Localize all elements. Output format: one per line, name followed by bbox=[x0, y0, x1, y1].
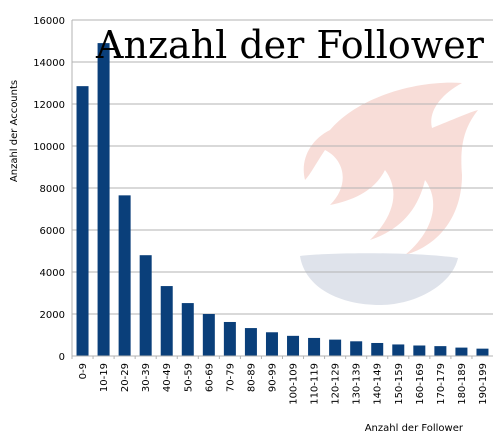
bar-30-39 bbox=[139, 255, 152, 356]
x-tick-label: 110-119 bbox=[310, 363, 321, 405]
gridlines bbox=[72, 19, 493, 357]
bar-70-79 bbox=[223, 321, 236, 356]
x-tick-label: 100-109 bbox=[289, 363, 300, 405]
y-tick-label: 16000 bbox=[33, 16, 65, 27]
x-tick-label: 150-159 bbox=[394, 363, 405, 405]
x-tick-labels: 0-9 10-19 20-29 30-39 40-49 50-59 60-69 70-79 80… bbox=[71, 356, 489, 405]
bar-130-139 bbox=[350, 341, 363, 356]
x-tick-label: 30-39 bbox=[141, 363, 152, 392]
bars bbox=[76, 43, 489, 357]
y-tick-label: 4000 bbox=[40, 268, 65, 279]
y-tick-label: 8000 bbox=[40, 184, 65, 195]
bar-90-99 bbox=[265, 332, 278, 356]
bar-10-19 bbox=[97, 43, 110, 356]
x-tick-label: 70-79 bbox=[225, 363, 236, 392]
bar-190-199 bbox=[476, 348, 489, 356]
x-tick-label: 90-99 bbox=[267, 363, 278, 392]
bar-20-29 bbox=[118, 195, 131, 356]
x-tick-label: 20-29 bbox=[120, 363, 131, 392]
bar-80-89 bbox=[244, 328, 257, 356]
x-tick-label: 10-19 bbox=[99, 363, 110, 392]
x-tick-label: 190-199 bbox=[478, 363, 489, 405]
x-tick-label: 130-139 bbox=[352, 363, 363, 405]
bar-150-159 bbox=[392, 344, 405, 356]
bar-140-149 bbox=[371, 342, 384, 356]
y-tick-label: 12000 bbox=[33, 100, 65, 111]
y-tick-label: 6000 bbox=[40, 226, 65, 237]
y-tick-labels: 0 2000 4000 6000 8000 10000 12000 14000 16000 bbox=[33, 16, 65, 363]
x-tick-label: 160-169 bbox=[415, 363, 426, 405]
bar-120-129 bbox=[329, 339, 342, 356]
bar-40-49 bbox=[160, 286, 173, 356]
y-tick-label: 14000 bbox=[33, 58, 65, 69]
x-tick-label: 140-149 bbox=[373, 363, 384, 405]
bar-180-189 bbox=[455, 347, 468, 356]
bar-110-119 bbox=[308, 337, 321, 356]
y-axis-title: Anzahl der Accounts bbox=[9, 80, 20, 182]
bar-100-109 bbox=[287, 335, 300, 356]
bar-170-179 bbox=[434, 346, 447, 356]
x-axis-title: Anzahl der Follower bbox=[365, 423, 464, 434]
y-tick-label: 2000 bbox=[40, 310, 65, 321]
x-tick-label: 120-129 bbox=[331, 363, 342, 405]
x-tick-label: 40-49 bbox=[162, 363, 173, 392]
x-tick-label: 170-179 bbox=[436, 363, 447, 405]
x-tick-label: 60-69 bbox=[204, 363, 215, 392]
x-tick-label: 180-189 bbox=[457, 363, 468, 405]
bar-60-69 bbox=[202, 314, 215, 356]
flame-shape bbox=[303, 82, 478, 255]
bar-160-169 bbox=[413, 345, 426, 356]
bar-50-59 bbox=[181, 303, 194, 356]
x-tick-label: 80-89 bbox=[246, 363, 257, 392]
watermark-flame-logo bbox=[300, 82, 478, 305]
x-tick-label: 50-59 bbox=[183, 363, 194, 392]
bar-0-9 bbox=[76, 86, 89, 357]
y-tick-label: 0 bbox=[59, 352, 65, 363]
y-tick-label: 10000 bbox=[33, 142, 65, 153]
x-tick-label: 0-9 bbox=[78, 363, 89, 379]
bowl-shape bbox=[300, 253, 458, 305]
chart-title: Anzahl der Follower bbox=[95, 23, 485, 67]
